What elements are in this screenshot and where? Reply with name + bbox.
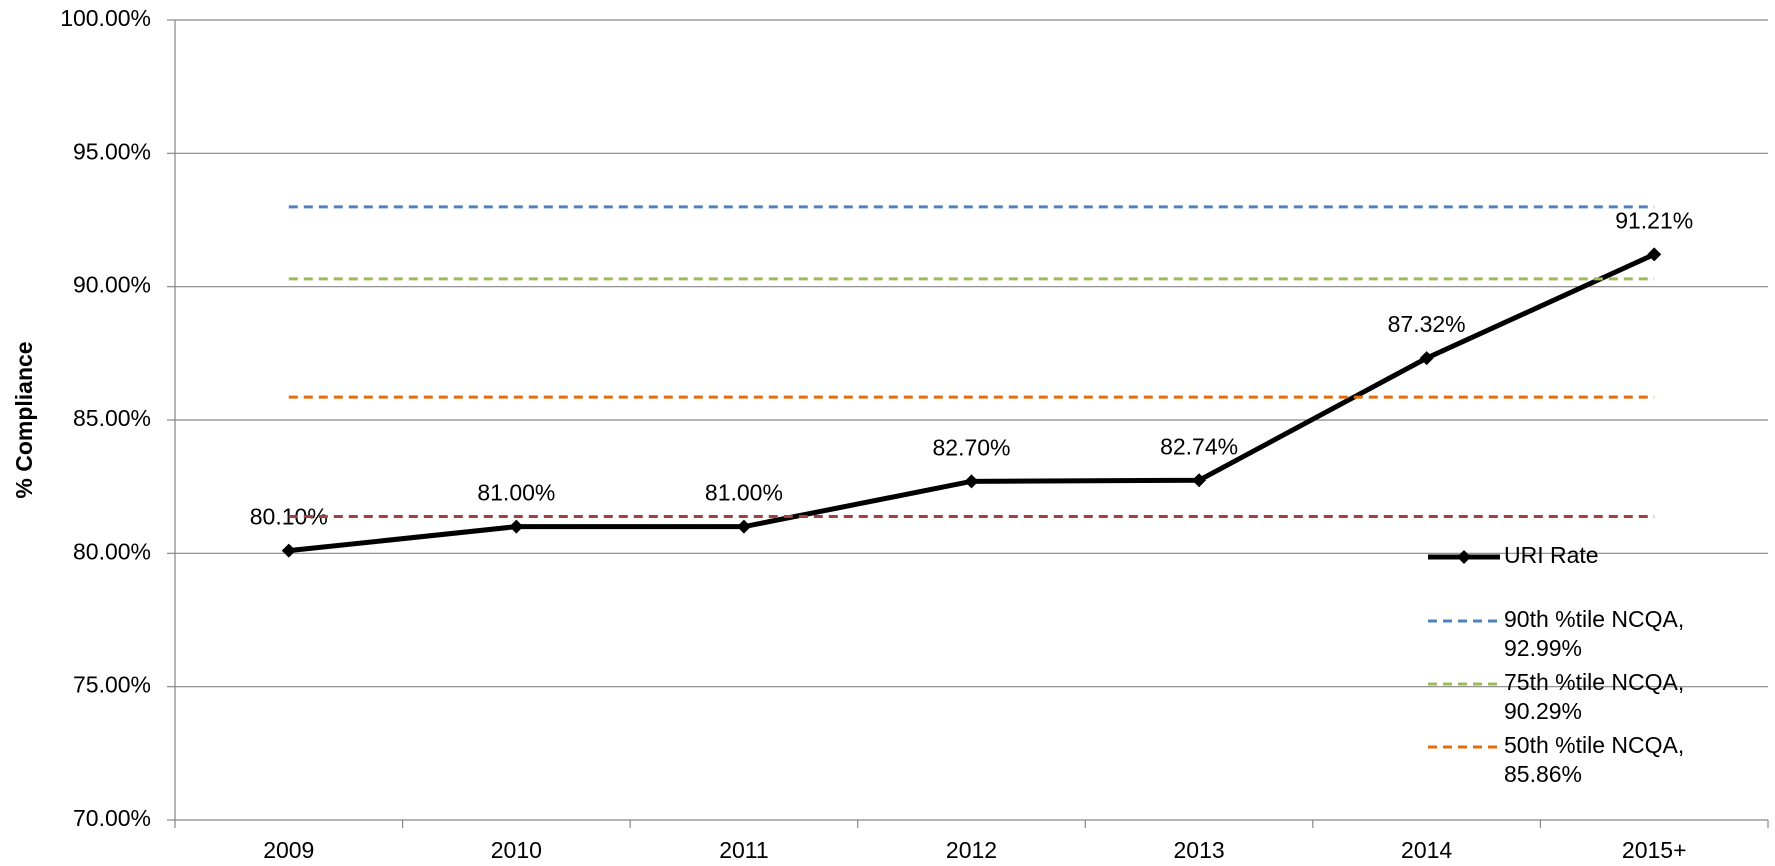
x-tick-label: 2010 xyxy=(491,837,542,863)
data-point xyxy=(509,519,524,534)
data-label: 81.00% xyxy=(477,480,555,506)
data-point xyxy=(281,543,296,558)
data-point xyxy=(1647,247,1662,262)
data-label: 82.70% xyxy=(932,434,1010,460)
data-label: 91.21% xyxy=(1615,207,1693,233)
data-point xyxy=(736,519,751,534)
data-label: 82.74% xyxy=(1160,433,1238,459)
data-point xyxy=(1192,473,1207,488)
legend-label: 75th %tile NCQA, 90.29% xyxy=(1504,669,1691,724)
x-tick-label: 2009 xyxy=(263,837,314,863)
legend-label: 50th %tile NCQA, 85.86% xyxy=(1504,732,1691,787)
y-tick-label: 75.00% xyxy=(73,672,151,698)
x-tick-label: 2012 xyxy=(946,837,997,863)
x-tick-label: 2014 xyxy=(1401,837,1452,863)
legend-label: 90th %tile NCQA, 92.99% xyxy=(1504,606,1691,661)
data-line xyxy=(288,252,1656,554)
y-tick-label: 95.00% xyxy=(73,138,151,164)
data-label: 87.32% xyxy=(1388,311,1466,337)
y-tick-label: 90.00% xyxy=(73,272,151,298)
x-tick-label: 2011 xyxy=(719,837,768,863)
x-tick-label: 2013 xyxy=(1173,837,1224,863)
legend-label: URI Rate xyxy=(1504,542,1599,568)
y-tick-label: 70.00% xyxy=(73,805,151,831)
y-tick-label: 85.00% xyxy=(73,405,151,431)
data-label: 81.00% xyxy=(705,480,783,506)
data-point xyxy=(964,474,979,489)
legend-marker xyxy=(1457,550,1471,564)
y-tick-label: 100.00% xyxy=(60,5,151,31)
y-tick-label: 80.00% xyxy=(73,538,151,564)
y-axis-title: % Compliance xyxy=(11,341,37,498)
data-point xyxy=(1419,351,1434,366)
x-tick-label: 2015+ xyxy=(1622,837,1687,863)
